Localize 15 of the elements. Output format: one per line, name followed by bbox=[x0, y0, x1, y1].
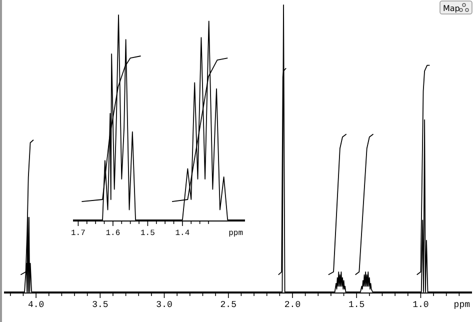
x-tick-label: 3.5 bbox=[92, 300, 108, 310]
annotation: Map bbox=[443, 4, 460, 13]
x-tick-label: 1.6 bbox=[106, 229, 120, 238]
x-tick-label: 4.0 bbox=[28, 300, 44, 310]
map-button: Map bbox=[440, 0, 472, 14]
x-axis-title: ppm bbox=[454, 300, 470, 310]
x-tick-label: 1.4 bbox=[175, 229, 190, 238]
x-tick-label: 2.5 bbox=[220, 300, 236, 310]
x-tick-label: 3.0 bbox=[156, 300, 172, 310]
x-tick-label: 2.0 bbox=[284, 300, 301, 310]
x-tick-label: 1.7 bbox=[71, 229, 86, 238]
x-tick-label: 1.5 bbox=[140, 229, 156, 238]
x-axis-title: ppm bbox=[228, 229, 244, 238]
x-tick-label: 1.5 bbox=[348, 300, 365, 310]
x-tick-label: 1.0 bbox=[412, 300, 429, 310]
